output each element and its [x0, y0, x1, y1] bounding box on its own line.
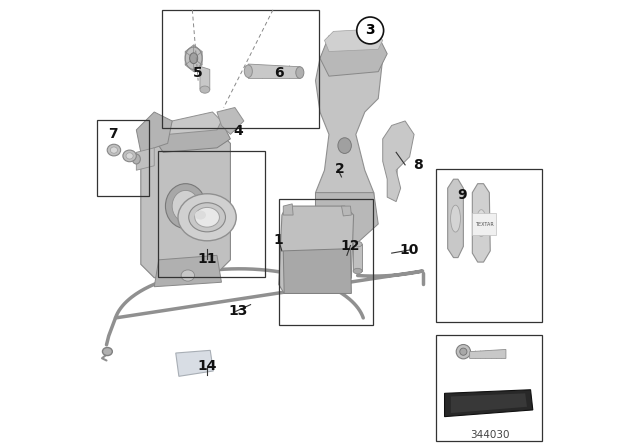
Polygon shape: [154, 255, 221, 287]
Polygon shape: [194, 45, 202, 58]
Bar: [436, 335, 541, 441]
Polygon shape: [136, 112, 172, 152]
Ellipse shape: [132, 154, 140, 164]
Polygon shape: [284, 249, 351, 293]
Bar: [158, 151, 266, 277]
Ellipse shape: [126, 153, 133, 159]
Text: 344030: 344030: [470, 431, 510, 440]
Text: 9: 9: [458, 188, 467, 202]
Text: 8: 8: [413, 158, 422, 172]
Polygon shape: [324, 29, 383, 52]
Ellipse shape: [353, 241, 362, 247]
Bar: [163, 10, 319, 128]
Ellipse shape: [172, 190, 199, 222]
Ellipse shape: [110, 147, 118, 153]
Polygon shape: [279, 206, 353, 293]
Ellipse shape: [338, 138, 351, 153]
Polygon shape: [383, 121, 414, 202]
Polygon shape: [136, 148, 154, 170]
Ellipse shape: [353, 268, 362, 274]
Polygon shape: [248, 64, 300, 78]
Text: 11: 11: [197, 252, 217, 266]
Polygon shape: [316, 40, 383, 246]
Text: 5: 5: [193, 66, 203, 80]
Text: 10: 10: [400, 243, 419, 257]
Ellipse shape: [181, 270, 195, 281]
Ellipse shape: [296, 67, 304, 78]
Text: TEXTAR: TEXTAR: [475, 221, 493, 227]
Ellipse shape: [166, 184, 206, 228]
Ellipse shape: [123, 150, 136, 162]
Bar: [97, 120, 149, 196]
Polygon shape: [445, 390, 533, 417]
Ellipse shape: [102, 348, 113, 356]
Ellipse shape: [476, 210, 486, 237]
Polygon shape: [194, 52, 202, 65]
Polygon shape: [284, 204, 293, 215]
Circle shape: [356, 17, 383, 44]
Bar: [436, 169, 541, 322]
Polygon shape: [217, 108, 244, 134]
Polygon shape: [176, 350, 213, 376]
Bar: [279, 199, 373, 325]
Polygon shape: [154, 121, 230, 152]
Text: 14: 14: [197, 359, 217, 374]
Polygon shape: [194, 58, 202, 72]
Ellipse shape: [195, 207, 220, 227]
Ellipse shape: [178, 194, 236, 241]
Bar: [472, 213, 495, 235]
Text: 4: 4: [234, 124, 243, 138]
Ellipse shape: [195, 211, 206, 220]
Polygon shape: [353, 244, 362, 271]
Ellipse shape: [456, 345, 470, 359]
Polygon shape: [200, 66, 210, 90]
Ellipse shape: [200, 86, 210, 93]
Ellipse shape: [460, 348, 467, 355]
Polygon shape: [472, 184, 490, 262]
Ellipse shape: [451, 205, 460, 232]
Ellipse shape: [189, 202, 225, 232]
Text: 2: 2: [335, 162, 345, 177]
Polygon shape: [185, 52, 194, 65]
Polygon shape: [320, 36, 387, 76]
Polygon shape: [470, 349, 506, 358]
Text: 12: 12: [340, 238, 360, 253]
Polygon shape: [316, 193, 378, 246]
Text: 1: 1: [274, 233, 284, 247]
Polygon shape: [185, 45, 194, 58]
Text: 13: 13: [228, 304, 248, 319]
Text: 6: 6: [274, 66, 284, 80]
Text: 3: 3: [365, 23, 375, 38]
Polygon shape: [451, 393, 527, 413]
Ellipse shape: [108, 144, 121, 156]
Polygon shape: [342, 206, 351, 216]
Ellipse shape: [189, 53, 198, 64]
Polygon shape: [185, 58, 194, 72]
Polygon shape: [448, 179, 463, 258]
Polygon shape: [168, 112, 221, 134]
Text: 7: 7: [108, 126, 118, 141]
Ellipse shape: [244, 65, 252, 78]
Polygon shape: [141, 130, 230, 278]
